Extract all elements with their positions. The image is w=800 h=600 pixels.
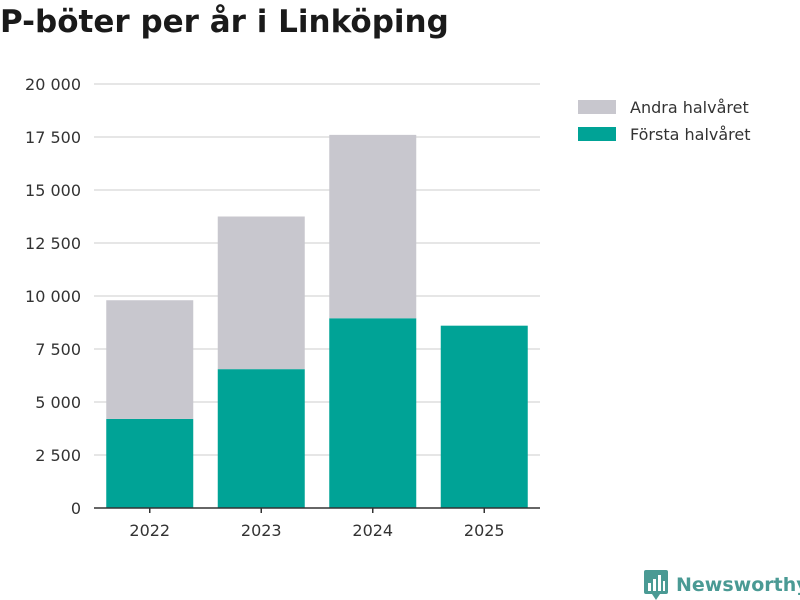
x-tick-label: 2022 — [129, 521, 170, 540]
legend-label: Första halvåret — [630, 125, 751, 144]
y-tick-label: 15 000 — [25, 181, 81, 200]
bar-forsta-2024 — [329, 318, 417, 508]
legend-swatch — [578, 127, 616, 141]
brand: Newsworthy — [644, 570, 800, 600]
y-tick-label: 17 500 — [25, 128, 81, 147]
bar-forsta-2023 — [217, 369, 305, 508]
legend: Andra halvåret Första halvåret — [578, 98, 751, 144]
chart-title: P-böter per år i Linköping — [0, 4, 449, 40]
y-tick-label: 20 000 — [25, 75, 81, 94]
y-tick-label: 0 — [71, 499, 81, 518]
bar-andra-2024 — [329, 134, 417, 319]
bar-andra-2022 — [106, 300, 194, 419]
brand-name: Newsworthy — [676, 574, 800, 596]
bars — [106, 134, 528, 508]
y-tick-label: 2 500 — [35, 446, 81, 465]
y-axis-ticks: 0 2 500 5 000 7 500 10 000 12 500 15 000 17 500… — [25, 75, 81, 518]
bar-andra-2023 — [217, 216, 305, 370]
legend-swatch — [578, 100, 616, 114]
y-tick-label: 10 000 — [25, 287, 81, 306]
legend-label: Andra halvåret — [630, 98, 749, 117]
x-tick-label: 2024 — [352, 521, 393, 540]
bar-forsta-2025 — [440, 325, 528, 508]
newsworthy-logo-icon — [644, 570, 668, 600]
x-axis-ticks: 2022 2023 2024 2025 — [129, 508, 505, 540]
bar-forsta-2022 — [106, 418, 194, 508]
x-tick-label: 2023 — [241, 521, 282, 540]
y-tick-label: 12 500 — [25, 234, 81, 253]
y-tick-label: 7 500 — [35, 340, 81, 359]
y-tick-label: 5 000 — [35, 393, 81, 412]
x-tick-label: 2025 — [464, 521, 505, 540]
